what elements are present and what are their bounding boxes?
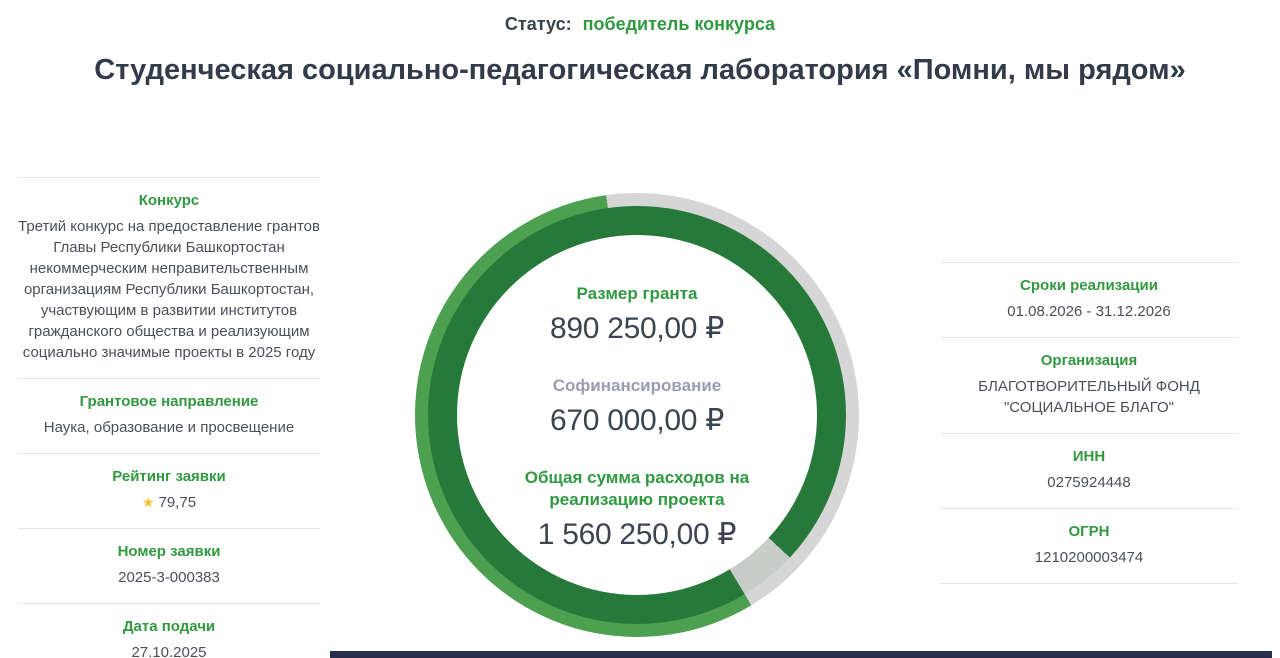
competition-value: Третий конкурс на предоставление грантов… [18,218,320,361]
status-line: Статус: победитель конкурса [0,14,1280,35]
total-expenses-label: Общая сумма расходов на реализацию проек… [524,468,750,509]
section-inn: ИНН 0275924448 [940,433,1238,508]
right-panel: Сроки реализации 01.08.2026 - 31.12.2026… [940,262,1238,584]
grant-size-value: 890 250,00 ₽ [550,312,724,345]
left-panel: Конкурс Третий конкурс на предоставление… [18,177,320,658]
grant-direction-value: Наука, образование и просвещение [43,419,295,436]
ogrn-value: 1210200003474 [1034,549,1144,566]
star-icon: ★ [141,494,155,510]
section-application-number: Номер заявки 2025-3-000383 [18,528,320,603]
grant-size-label: Размер гранта [576,284,698,303]
section-ogrn: ОГРН 1210200003474 [940,508,1238,584]
grant-direction-heading: Грантовое направление [79,393,259,410]
page-title: Студенческая социально-педагогическая ла… [94,54,1186,86]
inn-heading: ИНН [1072,448,1106,465]
application-number-heading: Номер заявки [117,543,221,560]
application-number-value: 2025-3-000383 [118,569,220,586]
organization-heading: Организация [1040,352,1138,369]
implementation-period-value: 01.08.2026 - 31.12.2026 [1007,303,1171,320]
section-competition: Конкурс Третий конкурс на предоставление… [18,177,320,378]
submission-date-heading: Дата подачи [122,618,216,635]
section-implementation-period: Сроки реализации 01.08.2026 - 31.12.2026 [940,262,1238,337]
section-submission-date: Дата подачи 27.10.2025 [18,603,320,658]
ogrn-heading: ОГРН [1068,523,1110,540]
cofinancing-value: 670 000,00 ₽ [550,404,724,437]
competition-heading: Конкурс [138,192,200,209]
rating-value: 79,75 [158,494,197,511]
implementation-period-heading: Сроки реализации [1020,277,1158,294]
section-organization: Организация БЛАГОТВОРИТЕЛЬНЫЙ ФОНД "СОЦИ… [940,337,1238,433]
donut-content: Размер гранта 890 250,00 ₽ Софинансирова… [457,235,817,595]
organization-value: БЛАГОТВОРИТЕЛЬНЫЙ ФОНД "СОЦИАЛЬНОЕ БЛАГО… [978,378,1200,416]
submission-date-value: 27.10.2025 [131,644,207,658]
rating-heading: Рейтинг заявки [112,468,226,485]
inn-value: 0275924448 [1047,474,1131,491]
status-label: Статус: [504,14,572,34]
total-expenses-value: 1 560 250,00 ₽ [537,518,737,551]
section-rating: Рейтинг заявки ★ 79,75 [18,453,320,528]
cofinancing-label: Софинансирование [552,376,722,395]
donut-hole [457,235,817,595]
section-grant-direction: Грантовое направление Наука, образование… [18,378,320,453]
rating-value-row: ★ 79,75 [18,492,320,513]
status-value: победитель конкурса [582,14,776,34]
next-section-edge-bar [330,651,1272,658]
funding-donut-chart: Размер гранта 890 250,00 ₽ Софинансирова… [415,193,859,637]
